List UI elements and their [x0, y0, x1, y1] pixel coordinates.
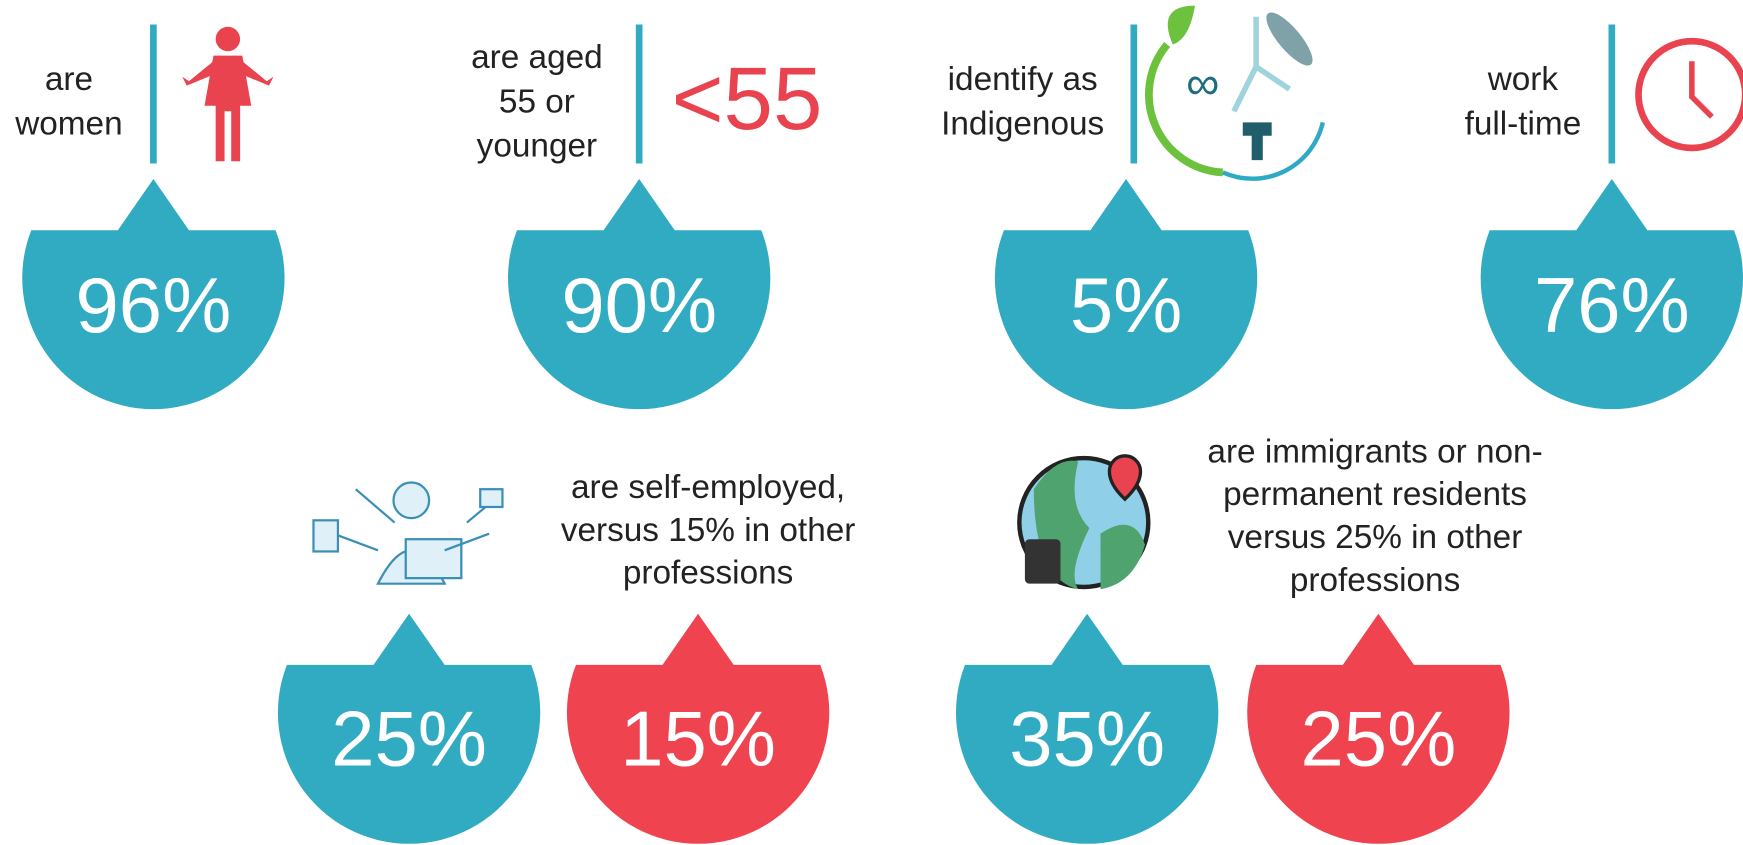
stat-value: 25% — [331, 696, 487, 782]
stat-label: versus 25% in other — [1228, 519, 1523, 556]
clock-icon — [1639, 41, 1743, 148]
woman-icon — [182, 27, 273, 162]
stat-value: 76% — [1534, 263, 1690, 349]
stat-label: work — [1487, 61, 1559, 98]
stat-label: are immigrants or non- — [1207, 433, 1542, 470]
stat-label: full-time — [1465, 106, 1582, 143]
stat-label: women — [14, 106, 122, 143]
stat-label: professions — [1290, 562, 1460, 599]
stat-label: are — [45, 61, 93, 98]
stat-label: younger — [477, 128, 597, 165]
multitask-icon — [313, 483, 502, 584]
stat-value: 35% — [1009, 696, 1165, 782]
stat-label: permanent residents — [1223, 476, 1527, 513]
stat-label: 55 or — [499, 83, 575, 120]
infographic: <55 ∞ are women 96% are aged 55 or younger 90%… — [0, 0, 1743, 845]
stat-label: are self-employed, — [571, 469, 845, 506]
stat-label: professions — [623, 555, 793, 592]
stat-value: 5% — [1070, 263, 1182, 349]
stat-label: Indigenous — [941, 106, 1104, 143]
page: {"stats": [ {"label": ["are", "women"], … — [0, 0, 1743, 845]
age-highlight: <55 — [672, 49, 823, 148]
stat-value: 90% — [561, 263, 717, 349]
immigration-icon — [1019, 456, 1148, 589]
stat-label: identify as — [948, 61, 1098, 98]
stat-label: are aged — [471, 39, 603, 76]
other-value: 15% — [620, 696, 776, 782]
stat-value: 96% — [76, 263, 232, 349]
infinity-symbol: ∞ — [1186, 57, 1219, 109]
other-value: 25% — [1301, 696, 1457, 782]
stat-label: versus 15% in other — [561, 512, 856, 549]
indigenous-icon: ∞ — [1149, 6, 1323, 179]
